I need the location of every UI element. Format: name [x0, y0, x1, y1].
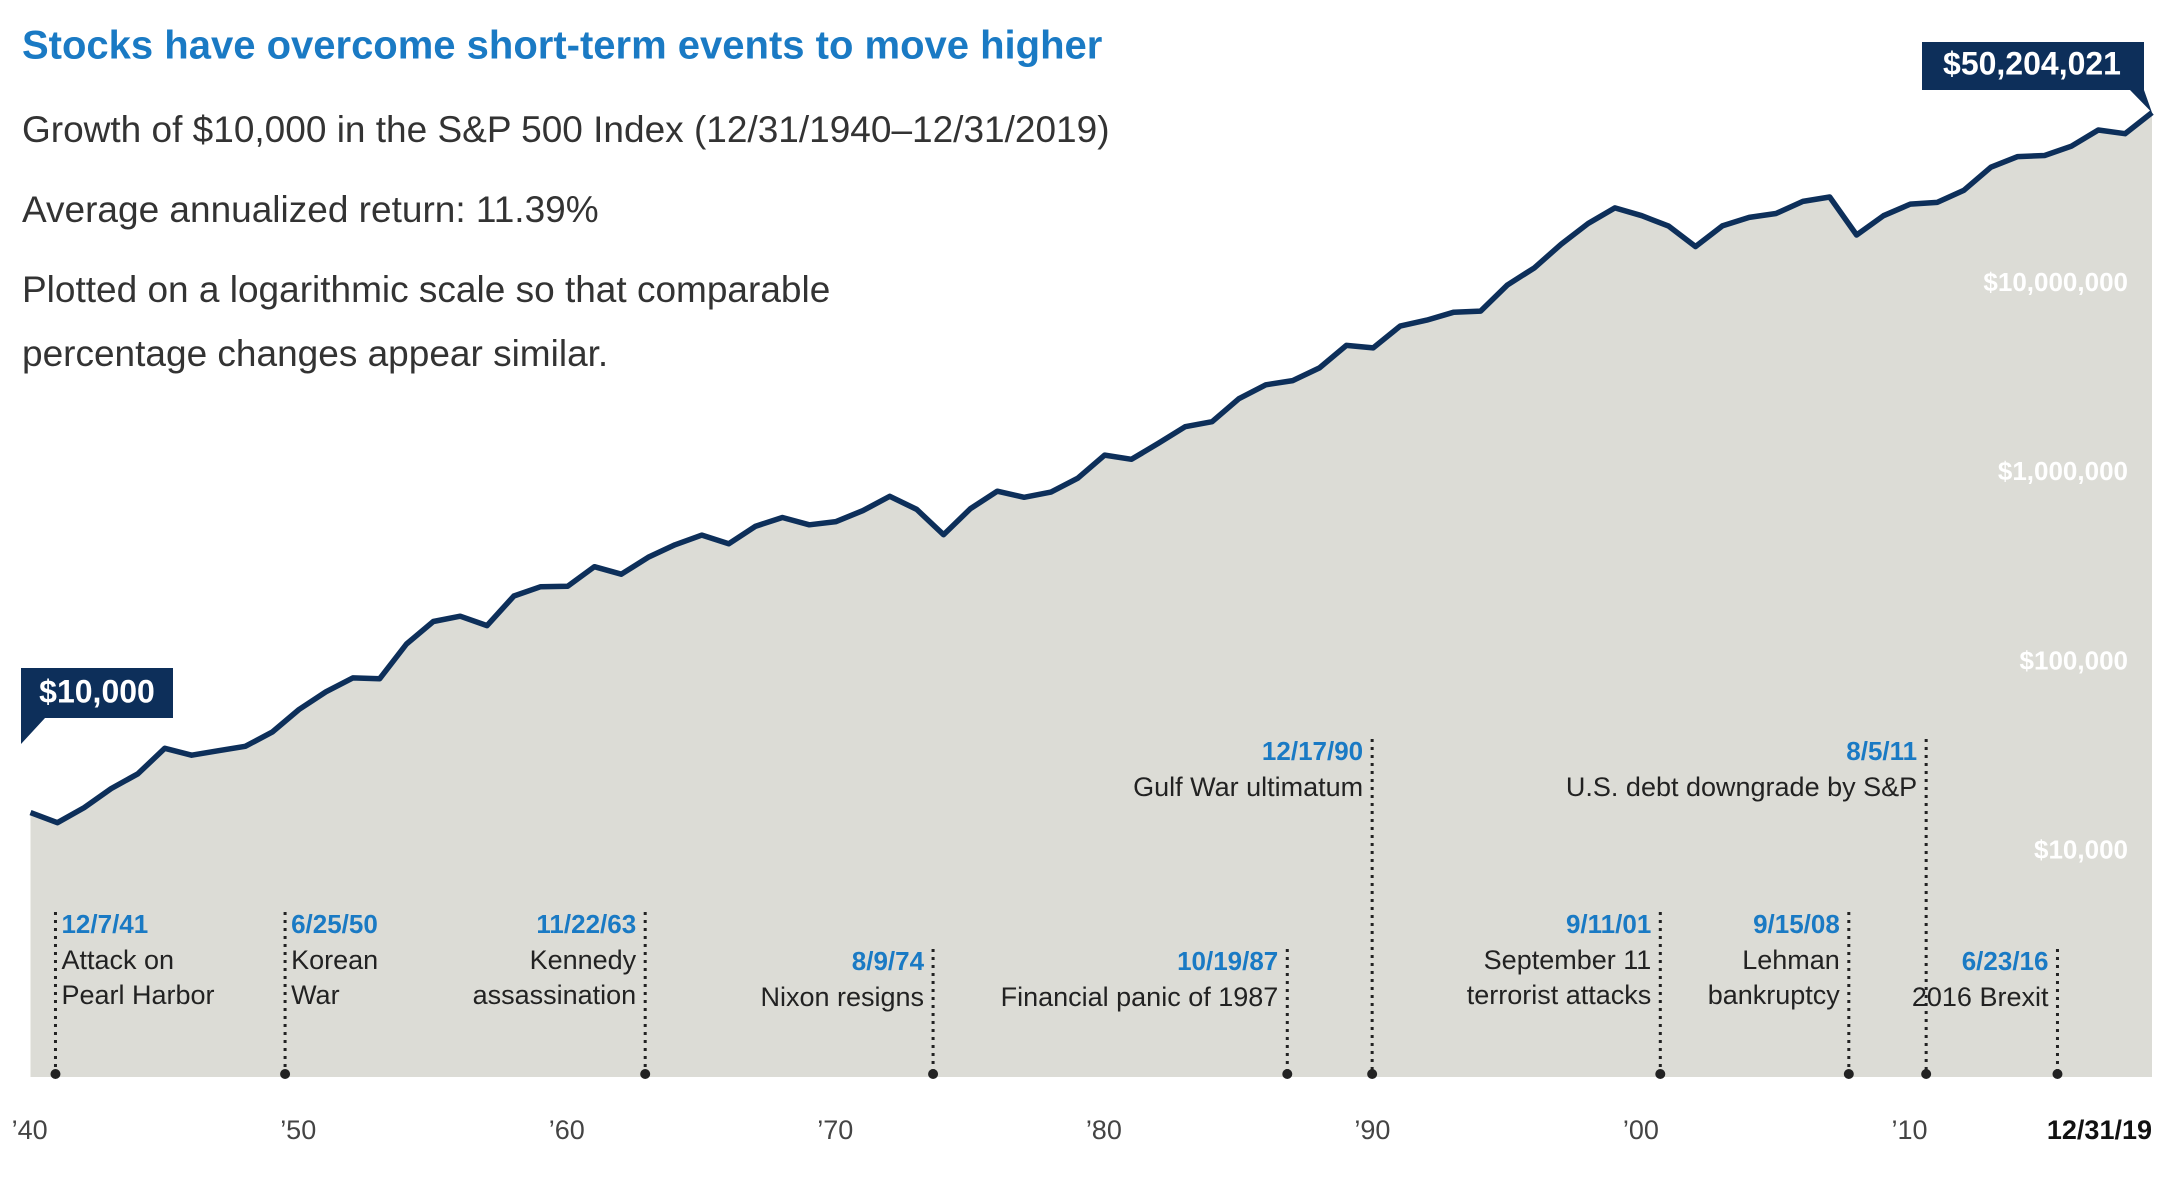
plot-area [29, 110, 2154, 1078]
event-dot [1367, 1069, 1378, 1079]
event-label: bankruptcy [1708, 980, 1841, 1010]
x-tick-label: ’60 [549, 1115, 585, 1145]
event-label: Financial panic of 1987 [1001, 982, 1279, 1012]
event-label: Nixon resigns [760, 982, 924, 1012]
callout [21, 668, 173, 744]
event-label: September 11 [1484, 945, 1652, 975]
event-label: Pearl Harbor [61, 980, 214, 1010]
event-label: assassination [473, 980, 637, 1010]
y-tick-label: $10,000,000 [1983, 267, 2128, 297]
event-date: 8/5/11 [1846, 736, 1917, 766]
value-label: $50,204,021 [1943, 45, 2121, 81]
event-date: 9/15/08 [1753, 909, 1840, 939]
event-dot [1921, 1069, 1932, 1079]
event-label: U.S. debt downgrade by S&P [1566, 772, 1917, 802]
event-label: Korean [291, 945, 378, 975]
x-tick-label: ’40 [12, 1115, 48, 1145]
event-date: 6/25/50 [291, 909, 378, 939]
event-date: 12/7/41 [61, 909, 148, 939]
event-label: War [291, 980, 340, 1010]
y-tick-label: $1,000,000 [1998, 456, 2128, 486]
event-dot [280, 1069, 291, 1079]
subtitle: percentage changes appear similar. [22, 333, 608, 374]
x-tick-label: ’70 [817, 1115, 853, 1145]
event-date: 11/22/63 [536, 909, 636, 939]
event-label: terrorist attacks [1467, 980, 1652, 1010]
event-dot [928, 1069, 939, 1079]
event-date: 6/23/16 [1962, 946, 2049, 976]
x-tick-label: ’50 [280, 1115, 316, 1145]
event-label: Attack on [61, 945, 174, 975]
x-tick-label: ’90 [1354, 1115, 1390, 1145]
y-tick-label: $100,000 [2020, 645, 2128, 675]
event-date: 9/11/01 [1566, 909, 1651, 939]
y-tick-label: $10,000 [2034, 834, 2128, 864]
x-tick-label: ’10 [1891, 1115, 1927, 1145]
line [29, 110, 2154, 826]
event-dot [50, 1069, 61, 1079]
value-label: $10,000 [39, 673, 155, 709]
subtitle: Growth of $10,000 in the S&P 500 Index (… [22, 109, 1110, 150]
event-dot [1282, 1069, 1293, 1079]
event-label: Kennedy [530, 945, 637, 975]
subtitle: Average annualized return: 11.39% [22, 189, 599, 230]
subtitle: Plotted on a logarithmic scale so that c… [22, 269, 830, 310]
event-label: Gulf War ultimatum [1133, 772, 1363, 802]
x-tick-label: ’00 [1623, 1115, 1659, 1145]
event-dot [640, 1069, 651, 1079]
event-dot [1655, 1069, 1666, 1079]
event-label: 2016 Brexit [1912, 982, 2049, 1012]
x-tick-label: 12/31/19 [2047, 1115, 2152, 1145]
event-dot [1843, 1069, 1854, 1079]
chart-title: Stocks have overcome short-term events t… [22, 24, 1102, 68]
x-tick-label: ’80 [1086, 1115, 1122, 1145]
event-date: 10/19/87 [1177, 946, 1278, 976]
event-date: 8/9/74 [852, 946, 925, 976]
event-dot [2052, 1069, 2063, 1079]
callout [1922, 42, 2152, 113]
area [30, 112, 2152, 1078]
event-label: Lehman [1742, 945, 1840, 975]
event-date: 12/17/90 [1262, 736, 1363, 766]
